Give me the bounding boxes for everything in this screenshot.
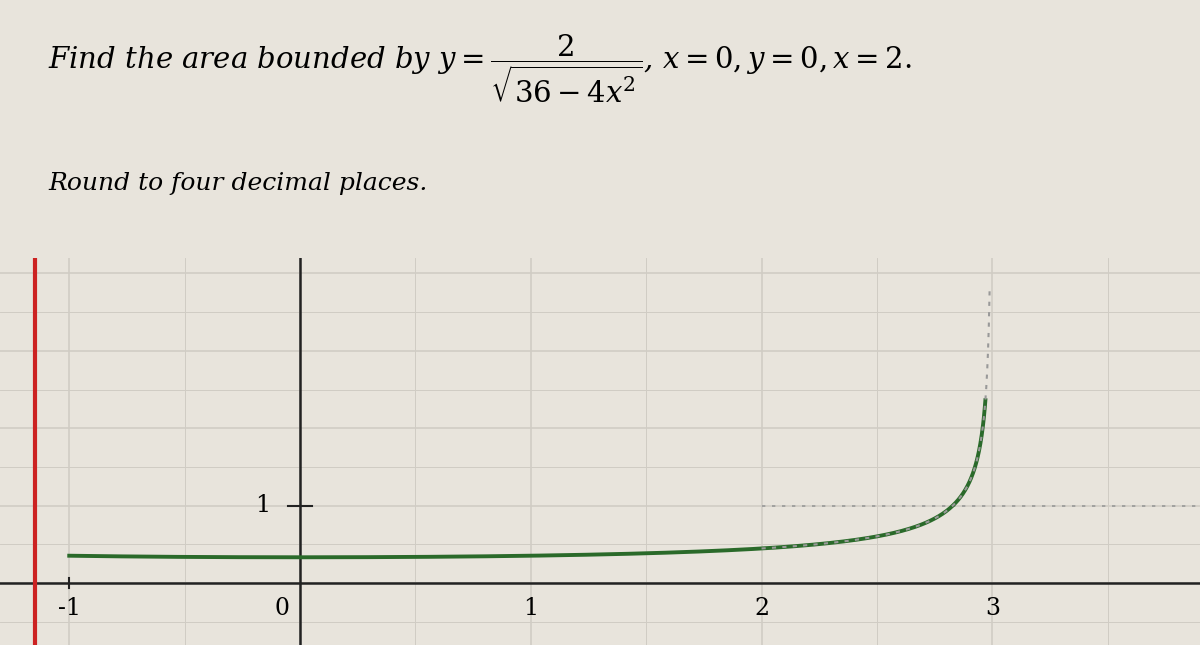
Text: 0: 0	[274, 597, 289, 620]
Text: Find the area bounded by $y = \dfrac{2}{\sqrt{36-4x^2}}$, $x = 0, y = 0, x = 2.$: Find the area bounded by $y = \dfrac{2}{…	[48, 34, 912, 106]
Text: 3: 3	[985, 597, 1000, 620]
Text: -1: -1	[58, 597, 80, 620]
Text: 2: 2	[754, 597, 769, 620]
Text: Round to four decimal places.: Round to four decimal places.	[48, 172, 427, 195]
Text: 1: 1	[523, 597, 539, 620]
Text: 1: 1	[254, 494, 270, 517]
